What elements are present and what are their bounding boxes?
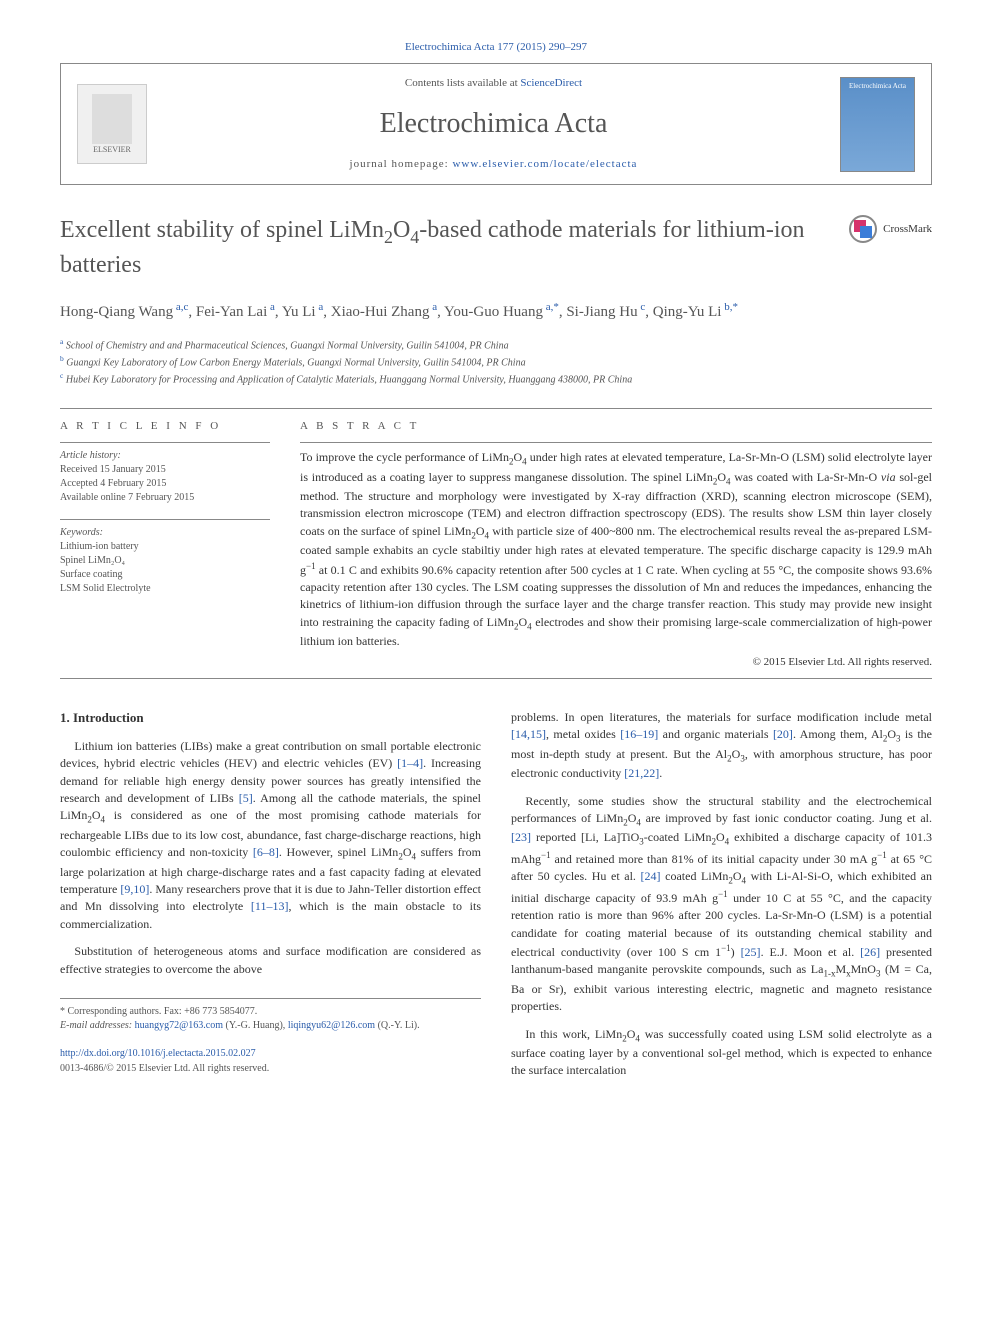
title-row: Excellent stability of spinel LiMn2O4-ba… bbox=[60, 215, 932, 280]
homepage-prefix: journal homepage: bbox=[350, 158, 453, 170]
authors-line: Hong-Qiang Wang a,c, Fei-Yan Lai a, Yu L… bbox=[60, 299, 932, 324]
journal-cover-thumbnail: Electrochimica Acta bbox=[840, 77, 915, 172]
elsevier-tree-icon bbox=[92, 94, 132, 144]
keyword-item: Surface coating bbox=[60, 568, 270, 582]
journal-header-box: ELSEVIER Contents lists available at Sci… bbox=[60, 63, 932, 185]
issn-copyright: 0013-4686/© 2015 Elsevier Ltd. All right… bbox=[60, 1062, 481, 1077]
crossmark-badge[interactable]: CrossMark bbox=[849, 215, 932, 243]
history-item: Received 15 January 2015 bbox=[60, 463, 270, 477]
keyword-item: Lithium-ion battery bbox=[60, 540, 270, 554]
contents-available-line: Contents lists available at ScienceDirec… bbox=[163, 76, 824, 91]
body-paragraph: Lithium ion batteries (LIBs) make a grea… bbox=[60, 738, 481, 933]
email-addresses: huangyg72@163.com (Y.-G. Huang), liqingy… bbox=[135, 1020, 420, 1031]
keywords-label: Keywords: bbox=[60, 526, 270, 540]
doi-line: http://dx.doi.org/10.1016/j.electacta.20… bbox=[60, 1047, 481, 1062]
history-item: Available online 7 February 2015 bbox=[60, 491, 270, 505]
sciencedirect-link[interactable]: ScienceDirect bbox=[520, 77, 582, 89]
abstract-copyright: © 2015 Elsevier Ltd. All rights reserved… bbox=[300, 655, 932, 670]
body-paragraph: Substitution of heterogeneous atoms and … bbox=[60, 943, 481, 978]
article-title: Excellent stability of spinel LiMn2O4-ba… bbox=[60, 215, 829, 280]
article-history-block: Article history: Received 15 January 201… bbox=[60, 442, 270, 505]
keyword-item: Spinel LiMn₂O₄ bbox=[60, 554, 270, 568]
footnote-block: * Corresponding authors. Fax: +86 773 58… bbox=[60, 998, 481, 1033]
abstract-col: A B S T R A C T To improve the cycle per… bbox=[300, 419, 932, 670]
body-right-col: problems. In open literatures, the mater… bbox=[511, 709, 932, 1090]
body-paragraph: problems. In open literatures, the mater… bbox=[511, 709, 932, 783]
history-label: Article history: bbox=[60, 449, 270, 463]
contents-prefix: Contents lists available at bbox=[405, 77, 520, 89]
body-left-col: 1. Introduction Lithium ion batteries (L… bbox=[60, 709, 481, 1090]
body-paragraph: In this work, LiMn2O4 was successfully c… bbox=[511, 1026, 932, 1080]
citation-line: Electrochimica Acta 177 (2015) 290–297 bbox=[60, 40, 932, 55]
affiliations-block: a School of Chemistry and and Pharmaceut… bbox=[60, 336, 932, 388]
crossmark-label: CrossMark bbox=[883, 222, 932, 237]
homepage-line: journal homepage: www.elsevier.com/locat… bbox=[163, 157, 824, 172]
body-paragraph: Recently, some studies show the structur… bbox=[511, 793, 932, 1016]
cover-label: Electrochimica Acta bbox=[849, 82, 906, 90]
keywords-block: Keywords: Lithium-ion batterySpinel LiMn… bbox=[60, 519, 270, 596]
journal-title: Electrochimica Acta bbox=[163, 104, 824, 143]
affiliation-line: b Guangxi Key Laboratory of Low Carbon E… bbox=[60, 353, 932, 370]
abstract-heading: A B S T R A C T bbox=[300, 419, 932, 434]
elsevier-label: ELSEVIER bbox=[93, 144, 131, 155]
intro-heading: 1. Introduction bbox=[60, 709, 481, 728]
affiliation-line: c Hubei Key Laboratory for Processing an… bbox=[60, 370, 932, 387]
affiliation-line: a School of Chemistry and and Pharmaceut… bbox=[60, 336, 932, 353]
keyword-item: LSM Solid Electrolyte bbox=[60, 582, 270, 596]
homepage-link[interactable]: www.elsevier.com/locate/electacta bbox=[452, 158, 637, 170]
email-line: E-mail addresses: huangyg72@163.com (Y.-… bbox=[60, 1019, 481, 1033]
abstract-text: To improve the cycle performance of LiMn… bbox=[300, 442, 932, 650]
info-abstract-row: A R T I C L E I N F O Article history: R… bbox=[60, 419, 932, 670]
doi-link[interactable]: http://dx.doi.org/10.1016/j.electacta.20… bbox=[60, 1048, 256, 1059]
body-columns: 1. Introduction Lithium ion batteries (L… bbox=[60, 709, 932, 1090]
article-info-heading: A R T I C L E I N F O bbox=[60, 419, 270, 434]
section-rule-2 bbox=[60, 678, 932, 679]
header-center: Contents lists available at ScienceDirec… bbox=[163, 76, 824, 172]
section-rule bbox=[60, 408, 932, 409]
corresponding-author-note: * Corresponding authors. Fax: +86 773 58… bbox=[60, 1005, 481, 1019]
history-item: Accepted 4 February 2015 bbox=[60, 477, 270, 491]
crossmark-icon bbox=[849, 215, 877, 243]
email-label: E-mail addresses: bbox=[60, 1020, 135, 1031]
elsevier-logo: ELSEVIER bbox=[77, 84, 147, 164]
article-info-col: A R T I C L E I N F O Article history: R… bbox=[60, 419, 270, 670]
